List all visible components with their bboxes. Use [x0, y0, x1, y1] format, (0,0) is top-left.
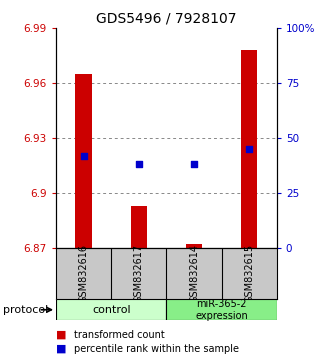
Text: ■: ■: [56, 330, 67, 339]
Text: GSM832617: GSM832617: [134, 244, 144, 303]
Text: GSM832614: GSM832614: [189, 244, 199, 303]
Text: control: control: [92, 305, 131, 315]
Point: [247, 146, 252, 152]
Text: transformed count: transformed count: [74, 330, 164, 339]
Point: [136, 161, 141, 167]
Text: GSM832615: GSM832615: [244, 244, 254, 303]
Title: GDS5496 / 7928107: GDS5496 / 7928107: [96, 12, 237, 26]
Bar: [241, 50, 258, 248]
Bar: [166, 299, 277, 320]
Text: percentile rank within the sample: percentile rank within the sample: [74, 344, 239, 354]
Text: GSM832616: GSM832616: [79, 244, 89, 303]
Text: miR-365-2
expression: miR-365-2 expression: [195, 299, 248, 321]
Bar: [75, 74, 92, 248]
Text: ■: ■: [56, 344, 67, 354]
Point: [81, 153, 86, 159]
Text: protocol: protocol: [3, 305, 48, 315]
Bar: [131, 206, 147, 248]
Bar: [186, 244, 202, 248]
Bar: [56, 299, 166, 320]
Point: [191, 161, 196, 167]
